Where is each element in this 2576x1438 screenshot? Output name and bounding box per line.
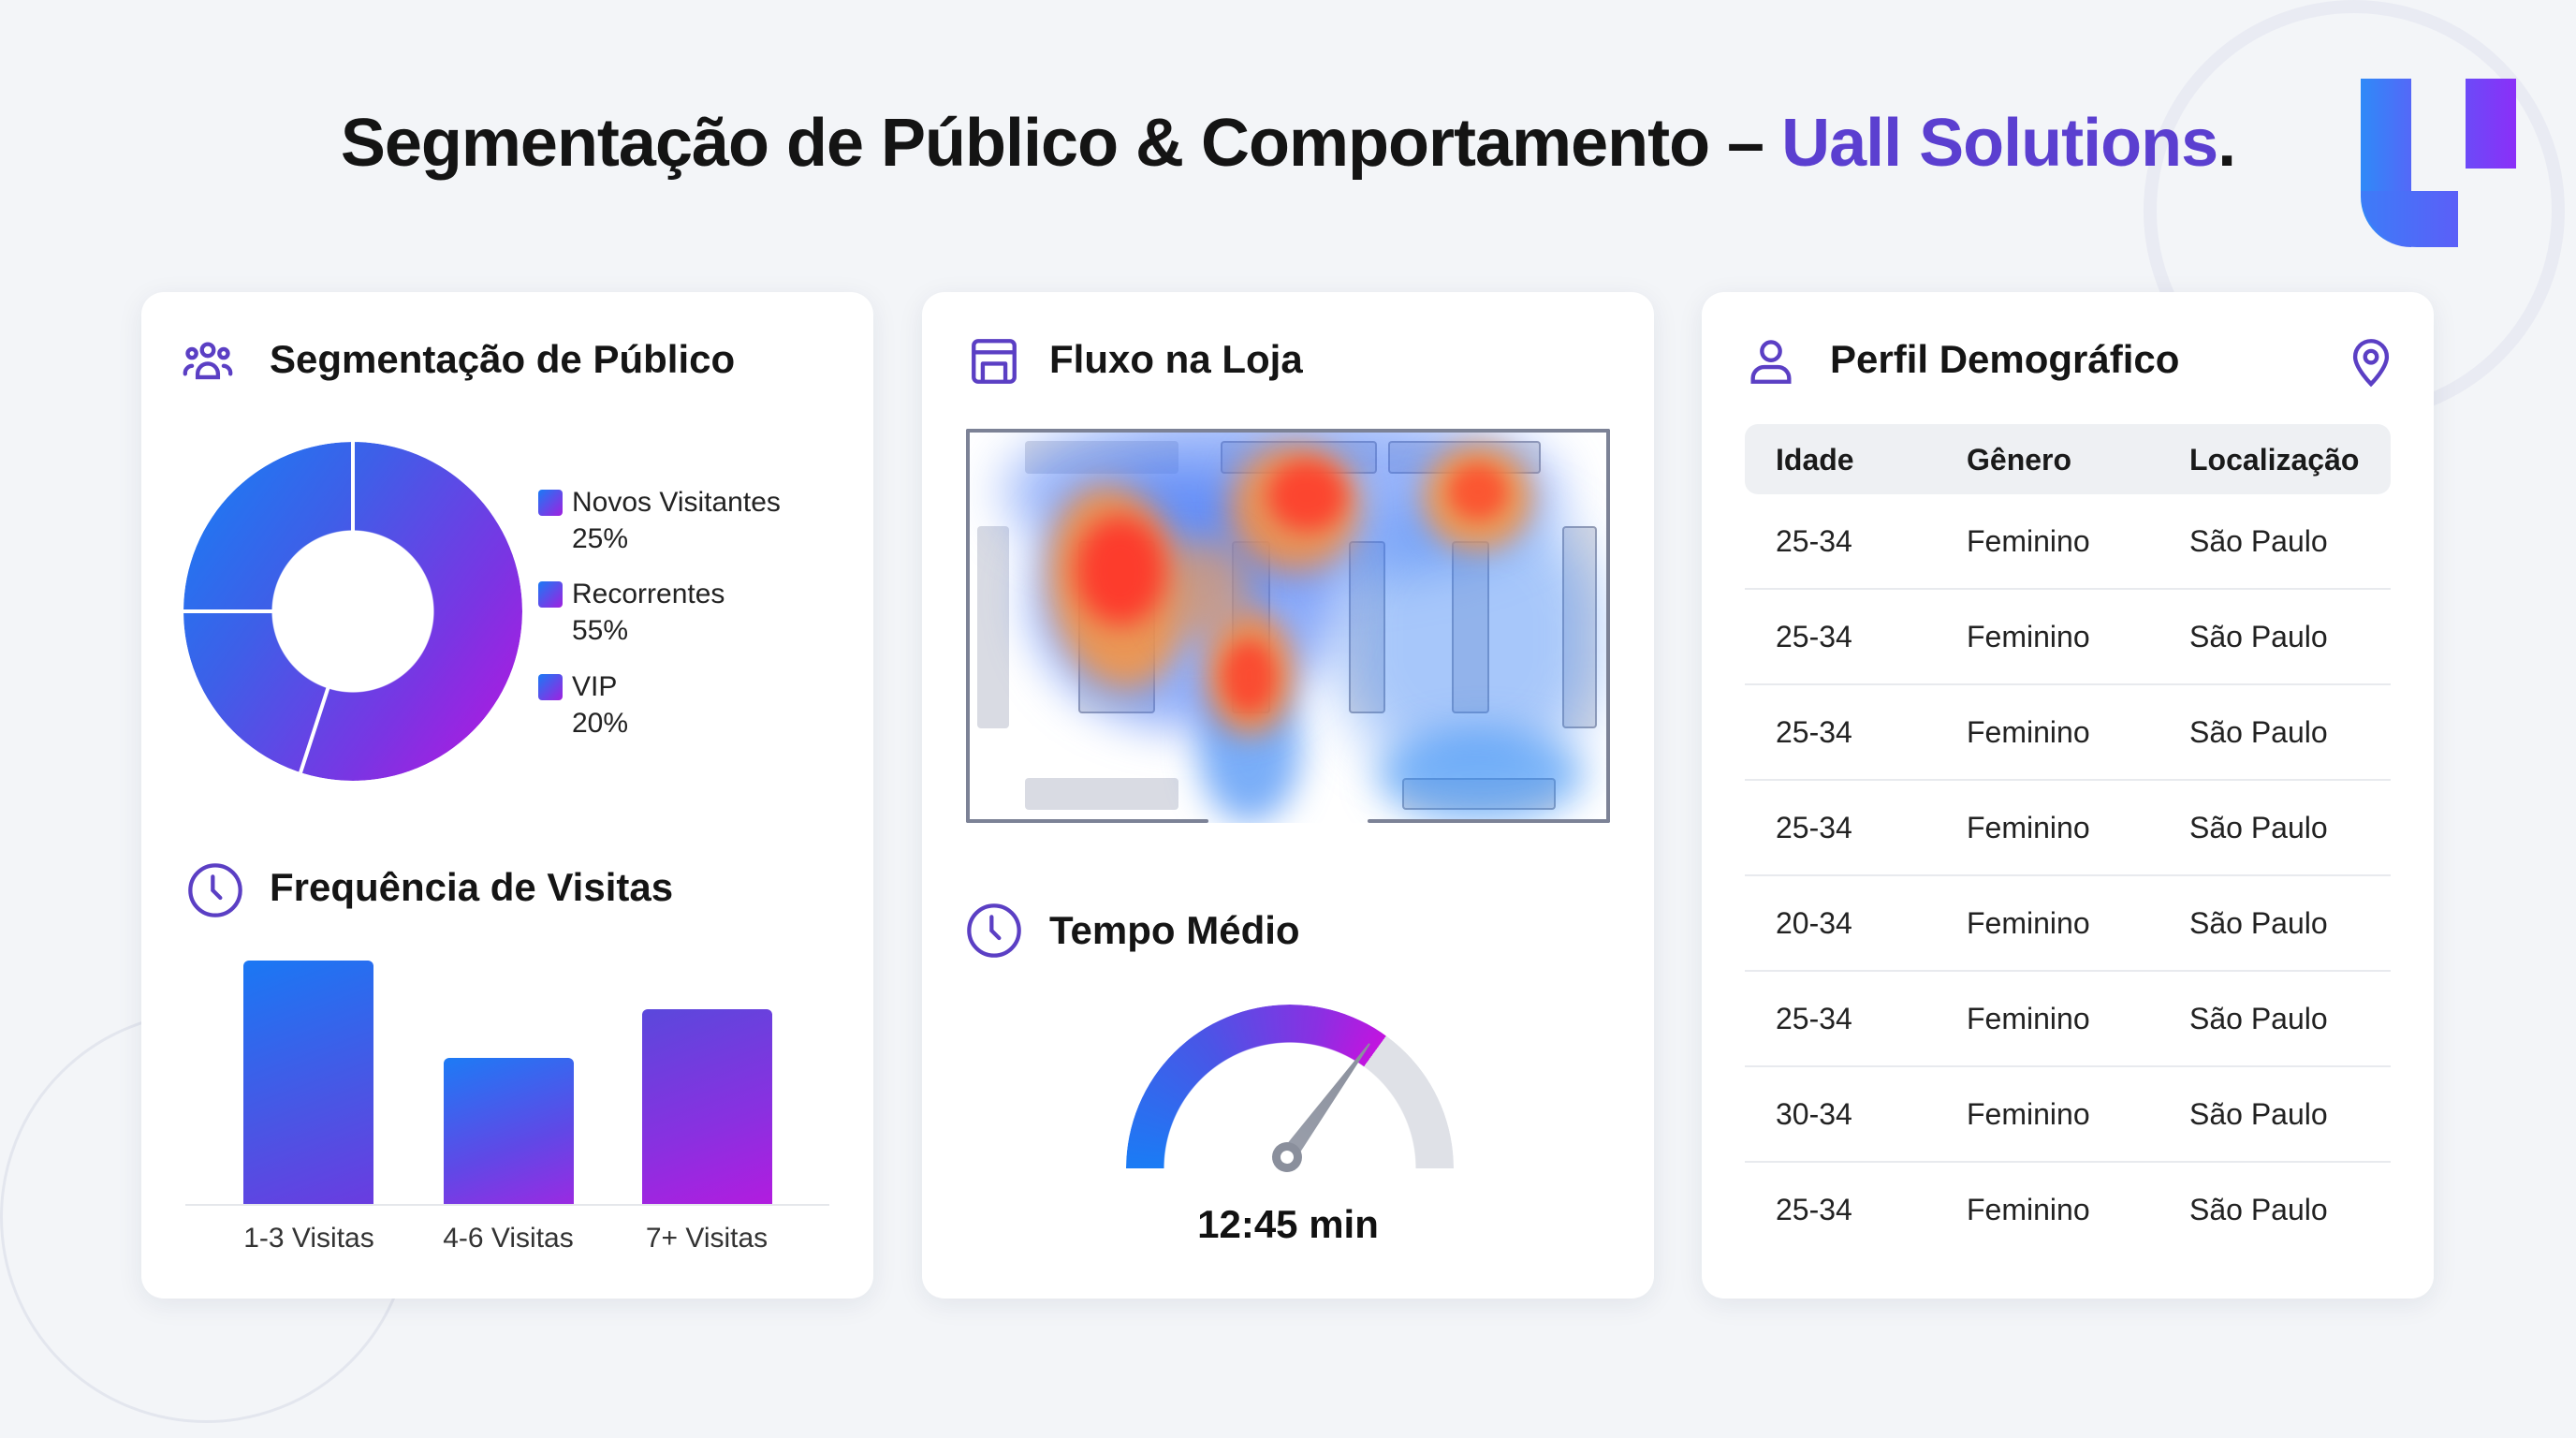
tempo-title: Tempo Médio	[1049, 908, 1300, 952]
gender-cell: Feminino	[1967, 1097, 2090, 1131]
table-row[interactable]: 30-34 Feminino São Paulo	[1745, 1067, 2391, 1163]
legend-item: Recorrentes 55%	[538, 576, 725, 649]
location-cell: São Paulo	[2189, 811, 2328, 844]
gender-cell: Feminino	[1967, 811, 2090, 844]
age-cell: 30-34	[1776, 1097, 1852, 1131]
gender-cell: Feminino	[1967, 906, 2090, 940]
shelf	[1025, 777, 1179, 811]
age-cell: 25-34	[1776, 1193, 1852, 1226]
store-heatmap	[966, 429, 1610, 823]
heat-zone-low	[1339, 507, 1598, 769]
tempo-value: 12:45 min	[1197, 1202, 1379, 1246]
location-cell: São Paulo	[2189, 1193, 2328, 1226]
perfil-title: Perfil Demográfico	[1830, 337, 2180, 381]
location-cell: São Paulo	[2189, 906, 2328, 940]
clock-icon	[964, 901, 1024, 961]
fluxo-card: Fluxo na Loja Tempo Médio	[922, 292, 1654, 1299]
legend-label: Recorrentes	[572, 579, 725, 609]
shelf	[1562, 525, 1597, 728]
legend-swatch	[538, 490, 563, 516]
bar-4-6-visitas[interactable]	[444, 1058, 574, 1204]
title-brand: Uall Solutions	[1781, 106, 2218, 181]
store-wall	[1606, 429, 1610, 823]
segmentacao-card: Segmentação de Público Novos Visitantes 2…	[141, 292, 873, 1299]
map-pin-icon[interactable]	[2344, 334, 2398, 389]
page-title: Segmentação de Público & Comportamento –…	[0, 105, 2576, 182]
title-period: .	[2217, 106, 2236, 181]
donut-chart	[183, 442, 522, 781]
perfil-card: Perfil Demográfico Idade Gênero Localiza…	[1702, 292, 2434, 1299]
table-row[interactable]: 25-34 Feminino São Paulo	[1745, 972, 2391, 1067]
bar-7-visitas[interactable]	[642, 1009, 772, 1204]
column-header[interactable]: Localização	[2189, 443, 2360, 477]
gender-cell: Feminino	[1967, 524, 2090, 558]
shelf	[977, 525, 1010, 728]
uall-logo	[2361, 79, 2520, 247]
table-row[interactable]: 25-34 Feminino São Paulo	[1745, 494, 2391, 590]
heat-zone-high	[1449, 463, 1507, 520]
heat-zone-low	[1378, 727, 1585, 823]
legend-value: 55%	[572, 615, 629, 646]
user-icon	[1744, 334, 1798, 389]
heat-zone-high	[1268, 460, 1346, 532]
age-cell: 25-34	[1776, 1002, 1852, 1035]
bar-label: 1-3 Visitas	[243, 1223, 374, 1254]
shelf	[1452, 540, 1489, 713]
table-row[interactable]: 25-34 Feminino São Paulo	[1745, 781, 2391, 876]
age-cell: 25-34	[1776, 620, 1852, 653]
table-row[interactable]: 25-34 Feminino São Paulo	[1745, 1163, 2391, 1258]
heat-zone-high	[1075, 515, 1166, 626]
store-wall	[966, 819, 1208, 823]
legend-label: Novos Visitantes	[572, 487, 781, 518]
legend-item: Novos Visitantes 25%	[538, 484, 781, 557]
store-wall	[1367, 819, 1610, 823]
bar-1-3-visitas[interactable]	[243, 961, 373, 1204]
heat-zone-high	[1223, 641, 1276, 713]
frequencia-title: Frequência de Visitas	[270, 865, 674, 909]
x-axis	[185, 1204, 829, 1206]
title-text: Segmentação de Público & Comportamento –	[340, 106, 1782, 181]
clock-icon	[185, 860, 245, 920]
segmentacao-title: Segmentação de Público	[270, 337, 736, 381]
legend-swatch	[538, 581, 563, 608]
legend-swatch	[538, 674, 563, 700]
age-cell: 20-34	[1776, 906, 1852, 940]
age-cell: 25-34	[1776, 524, 1852, 558]
bar-label: 7+ Visitas	[645, 1223, 768, 1254]
store-wall	[966, 429, 1610, 433]
location-cell: São Paulo	[2189, 715, 2328, 749]
table-row[interactable]: 25-34 Feminino São Paulo	[1745, 590, 2391, 685]
store-wall	[966, 429, 970, 823]
location-cell: São Paulo	[2189, 524, 2328, 558]
location-cell: São Paulo	[2189, 620, 2328, 653]
column-header[interactable]: Gênero	[1967, 443, 2072, 477]
donut-slice-boundary	[351, 442, 355, 611]
location-cell: São Paulo	[2189, 1097, 2328, 1131]
bar-label: 4-6 Visitas	[443, 1223, 574, 1254]
table-row[interactable]: 25-34 Feminino São Paulo	[1745, 685, 2391, 781]
legend-label: VIP	[572, 671, 618, 702]
table-header: Idade Gênero Localização	[1745, 424, 2391, 494]
legend-item: VIP 20%	[538, 668, 629, 741]
store-icon	[967, 334, 1021, 389]
bar-chart	[141, 292, 873, 1204]
fluxo-title: Fluxo na Loja	[1049, 337, 1303, 381]
age-cell: 25-34	[1776, 811, 1852, 844]
gender-cell: Feminino	[1967, 620, 2090, 653]
users-icon	[181, 334, 235, 389]
gender-cell: Feminino	[1967, 715, 2090, 749]
legend-value: 25%	[572, 523, 629, 554]
table-row[interactable]: 20-34 Feminino São Paulo	[1745, 876, 2391, 972]
heat-zone-mid	[1159, 538, 1250, 642]
demographics-table: 25-34 Feminino São Paulo 25-34 Feminino São P…	[1745, 494, 2391, 1258]
legend-value: 20%	[572, 708, 629, 739]
gender-cell: Feminino	[1967, 1193, 2090, 1226]
location-cell: São Paulo	[2189, 1002, 2328, 1035]
gender-cell: Feminino	[1967, 1002, 2090, 1035]
column-header[interactable]: Idade	[1776, 443, 1854, 477]
age-cell: 25-34	[1776, 715, 1852, 749]
